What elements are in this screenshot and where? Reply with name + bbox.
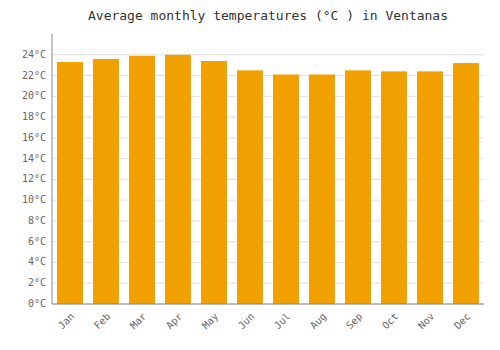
bars (57, 55, 479, 304)
chart-svg: 0°C 2°C 4°C 6°C 8°C 10°C 12°C 14°C 16°C 18°C 20°C 2… (0, 0, 500, 350)
grid-line (52, 304, 484, 305)
x-tick-label: Dec (452, 311, 473, 332)
x-tick-label: Jun (236, 311, 257, 332)
bar (309, 75, 335, 305)
x-tick-label: Jan (56, 311, 77, 332)
chart-container: 0°C 2°C 4°C 6°C 8°C 10°C 12°C 14°C 16°C 18°C 20°C 2… (0, 0, 500, 350)
bar (345, 70, 371, 304)
bar (57, 62, 83, 304)
y-tick-label: 10°C (22, 194, 46, 205)
bar (201, 61, 227, 304)
y-tick-label: 12°C (22, 173, 46, 184)
grid-line (52, 54, 484, 55)
y-tick-label: 8°C (28, 215, 46, 226)
x-tick-label: Aug (308, 311, 329, 332)
y-tick-label: 2°C (28, 277, 46, 288)
bar (273, 75, 299, 305)
x-axis-line (52, 304, 484, 305)
bar (417, 71, 443, 304)
x-tick-label: Sep (344, 311, 365, 332)
y-axis: 0°C 2°C 4°C 6°C 8°C 10°C 12°C 14°C 16°C 18°C 20°C 2… (22, 34, 52, 309)
x-tick-label: Apr (164, 311, 185, 332)
bar (165, 55, 191, 304)
y-tick-label: 16°C (22, 132, 46, 143)
x-tick-label: May (200, 311, 221, 332)
y-tick-label: 14°C (22, 153, 46, 164)
x-tick-label: Mar (128, 311, 149, 332)
x-axis: Jan Feb Mar Apr May Jun Jul Aug Sep Oct Nov Dec (52, 304, 484, 331)
y-axis-line (52, 34, 53, 304)
y-tick-label: 24°C (22, 49, 46, 60)
y-tick-label: 4°C (28, 256, 46, 267)
bar (93, 59, 119, 304)
y-tick-label: 6°C (28, 236, 46, 247)
y-tick-label: 22°C (22, 70, 46, 81)
chart-title: Average monthly temperatures (°C ) in Ve… (88, 8, 448, 23)
bar (237, 70, 263, 304)
x-tick-label: Jul (272, 311, 293, 332)
grid (52, 55, 484, 304)
bar (381, 71, 407, 304)
bar (129, 56, 155, 304)
y-tick-label: 0°C (28, 298, 46, 309)
x-tick-label: Nov (416, 311, 437, 332)
y-tick-label: 18°C (22, 111, 46, 122)
x-tick-label: Feb (92, 311, 113, 332)
y-tick-label: 20°C (22, 90, 46, 101)
x-tick-label: Oct (380, 311, 401, 332)
bar (453, 63, 479, 304)
